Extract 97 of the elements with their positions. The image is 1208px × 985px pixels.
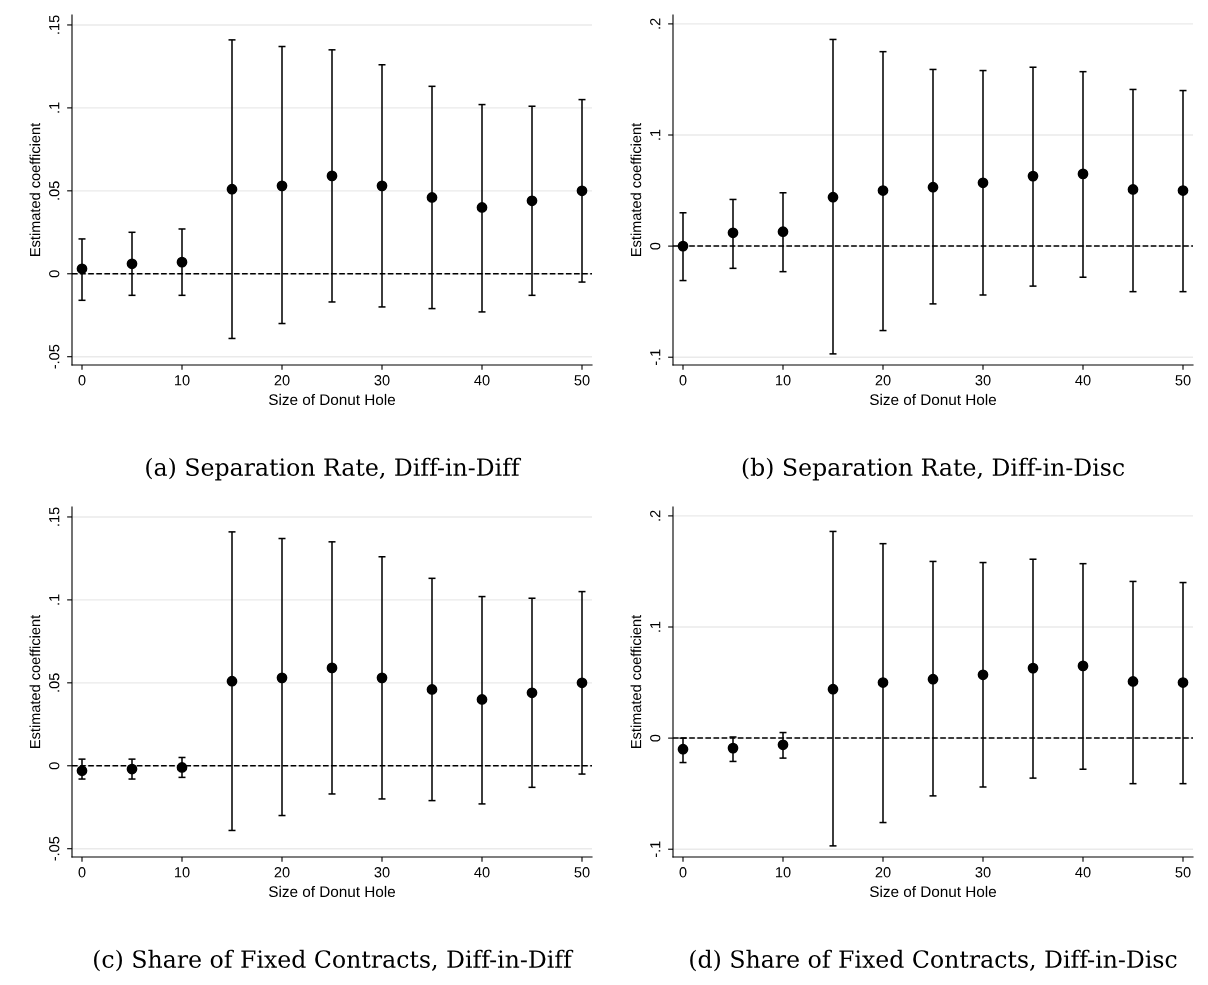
y-tick-label: -.05 [49, 344, 60, 369]
y-axis-title: Estimated coefficient [630, 122, 642, 256]
point [326, 662, 338, 674]
x-tick-label: 30 [975, 375, 991, 386]
point [1027, 170, 1039, 182]
x-tick-label: 10 [175, 867, 190, 878]
point [927, 673, 939, 685]
x-tick-label: 10 [776, 867, 791, 878]
x-tick-label: 30 [374, 867, 390, 878]
x-tick-label: 50 [1175, 867, 1191, 878]
x-tick-label: 0 [679, 375, 687, 386]
text: (b) Separation Rate, Diff-in-Disc [742, 457, 1125, 481]
point [1127, 676, 1139, 687]
point [376, 672, 388, 684]
x-tick-label: 0 [78, 375, 86, 386]
point [526, 687, 538, 699]
y-tick-label: .2 [650, 510, 661, 521]
x-axis-title: Size of Donut Hole [269, 885, 396, 898]
point [927, 181, 939, 193]
point [126, 763, 138, 775]
text: (c) Share of Fixed Contracts, Diff-in-Diff [94, 949, 574, 972]
point [677, 743, 689, 755]
y-axis-title: Estimated coefficient [29, 614, 41, 748]
y-tick-label: 0 [49, 762, 60, 770]
point [677, 240, 689, 252]
point [777, 739, 789, 751]
x-tick-label: 0 [78, 867, 86, 878]
y-axis-title: Estimated coefficient [630, 614, 642, 748]
y-tick-label: 0 [49, 270, 60, 278]
point [126, 258, 138, 270]
point [226, 675, 238, 687]
x-tick-label: 40 [1075, 375, 1091, 386]
x-tick-label: 40 [474, 867, 490, 878]
point [777, 226, 789, 238]
x-tick-label: 40 [474, 375, 490, 386]
x-axis-title: Size of Donut Hole [870, 885, 997, 898]
point [977, 177, 989, 189]
point [426, 192, 438, 203]
point [76, 263, 88, 275]
y-tick-label: .1 [650, 621, 661, 632]
point [576, 677, 588, 689]
x-tick-label: 10 [776, 375, 791, 386]
y-tick-label: -.1 [650, 349, 661, 366]
y-tick-label: .1 [49, 102, 60, 113]
point [977, 669, 989, 681]
point [276, 672, 288, 684]
point [226, 183, 238, 195]
x-tick-label: 20 [875, 867, 891, 878]
x-tick-label: 20 [274, 867, 290, 878]
x-tick-label: 50 [1175, 375, 1191, 386]
x-tick-label: 40 [1075, 867, 1091, 878]
y-tick-label: -.05 [49, 836, 60, 861]
point [727, 742, 739, 754]
y-tick-label: -.1 [650, 841, 661, 858]
x-tick-label: 20 [274, 375, 290, 386]
x-tick-label: 50 [574, 867, 590, 878]
point [426, 684, 438, 695]
point [276, 180, 288, 192]
point [1177, 185, 1189, 196]
point [176, 256, 188, 268]
y-tick-label: 0 [650, 734, 661, 742]
point [476, 694, 488, 705]
y-tick-label: .2 [650, 18, 661, 29]
x-tick-label: 50 [574, 375, 590, 386]
point [727, 227, 739, 239]
point [176, 762, 188, 773]
y-tick-label: .05 [49, 181, 60, 200]
x-axis-title: Size of Donut Hole [870, 393, 997, 406]
point [576, 185, 588, 197]
x-axis-title: Size of Donut Hole [269, 393, 396, 406]
y-tick-label: .15 [49, 507, 60, 526]
point [827, 191, 839, 203]
point [326, 170, 338, 182]
y-axis-title: Estimated coefficient [29, 122, 41, 256]
point [476, 202, 488, 213]
text: (a) Separation Rate, Diff-in-Diff [146, 457, 522, 481]
point [1177, 677, 1189, 688]
y-tick-label: .15 [49, 15, 60, 34]
point [827, 683, 839, 695]
x-tick-label: 20 [875, 375, 891, 386]
point [526, 195, 538, 207]
point [1077, 168, 1089, 180]
point [877, 185, 889, 196]
point [376, 180, 388, 192]
point [1027, 662, 1039, 674]
y-tick-label: .1 [49, 594, 60, 605]
x-tick-label: 10 [175, 375, 190, 386]
x-tick-label: 30 [374, 375, 390, 386]
point [1127, 184, 1139, 195]
x-tick-label: 30 [975, 867, 991, 878]
y-tick-label: .05 [49, 673, 60, 692]
y-tick-label: .1 [650, 129, 661, 140]
point [1077, 660, 1089, 672]
x-tick-label: 0 [679, 867, 687, 878]
point [877, 677, 889, 688]
y-tick-label: 0 [650, 242, 661, 250]
text: (d) Share of Fixed Contracts, Diff-in-Disc [690, 949, 1177, 972]
